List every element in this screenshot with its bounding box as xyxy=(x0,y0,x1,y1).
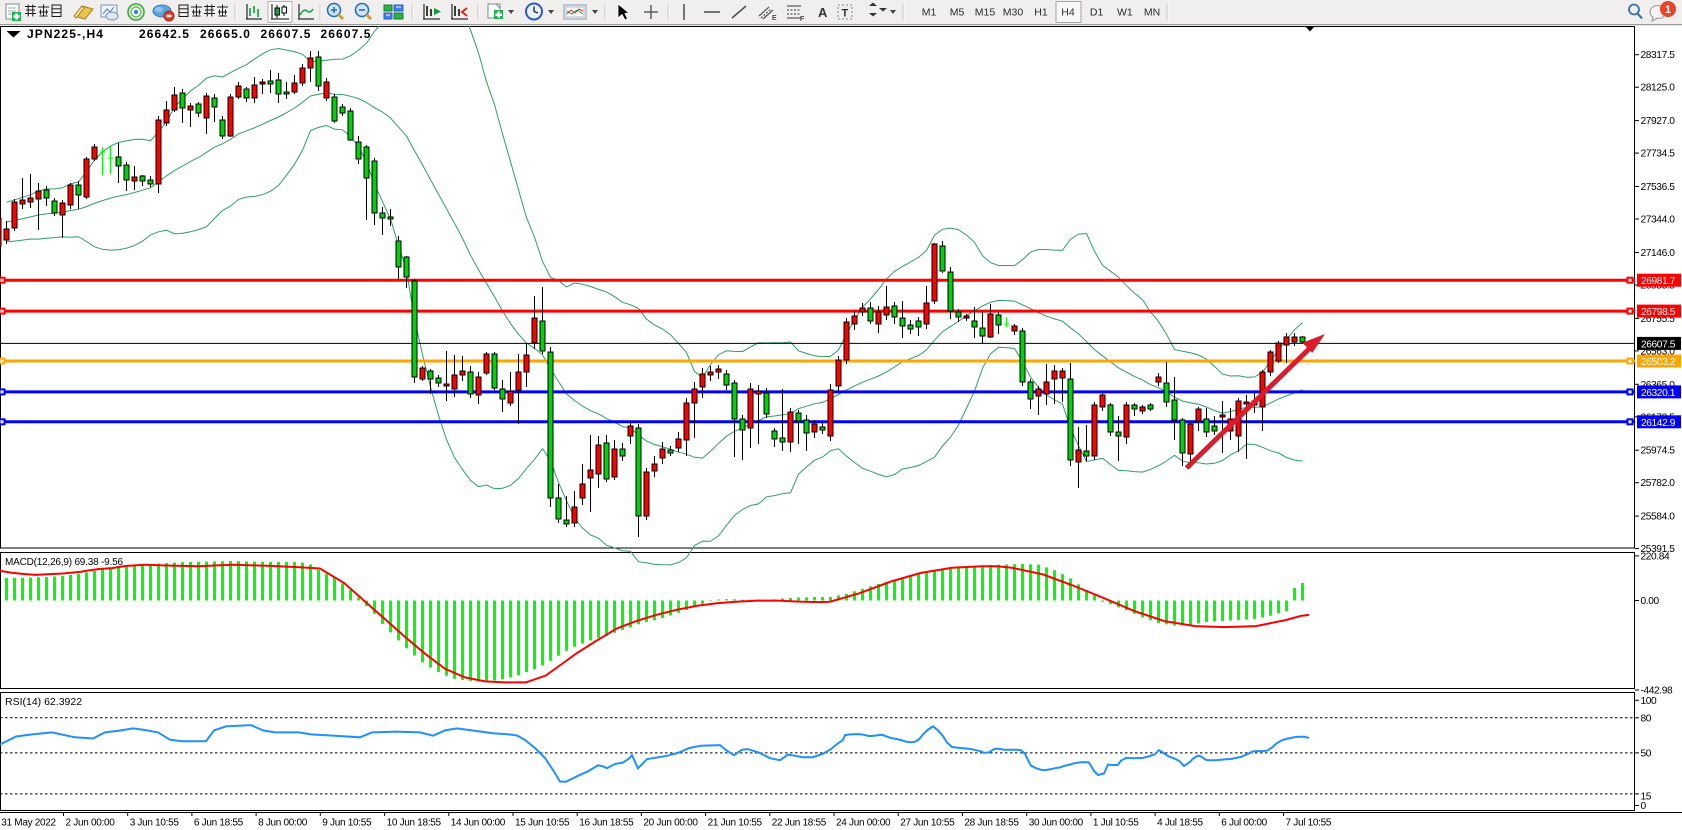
svg-text:220.84: 220.84 xyxy=(1641,551,1670,562)
svg-text:28317.5: 28317.5 xyxy=(1641,50,1676,61)
svg-text:27734.5: 27734.5 xyxy=(1641,149,1676,160)
svg-text:MN: MN xyxy=(1144,7,1160,19)
svg-text:W1: W1 xyxy=(1117,7,1133,19)
svg-text:M15: M15 xyxy=(975,7,996,19)
svg-text:27927.0: 27927.0 xyxy=(1641,116,1676,127)
svg-text:27 Jun 10:55: 27 Jun 10:55 xyxy=(900,818,955,829)
svg-text:21 Jun 10:55: 21 Jun 10:55 xyxy=(708,818,763,829)
svg-text:100: 100 xyxy=(1641,696,1658,707)
svg-text:25782.0: 25782.0 xyxy=(1641,478,1676,489)
svg-text:M1: M1 xyxy=(922,7,937,19)
svg-text:26503.2: 26503.2 xyxy=(1641,357,1676,368)
svg-text:M30: M30 xyxy=(1003,7,1024,19)
svg-text:31 May 2022: 31 May 2022 xyxy=(1,818,56,829)
svg-text:26365.0: 26365.0 xyxy=(1641,380,1676,391)
svg-text:0.00: 0.00 xyxy=(1641,596,1660,607)
svg-text:26755.5: 26755.5 xyxy=(1641,314,1676,325)
svg-text:4 Jul 18:55: 4 Jul 18:55 xyxy=(1157,818,1203,829)
svg-text:T: T xyxy=(842,8,849,20)
svg-text:50: 50 xyxy=(1641,748,1652,759)
svg-text:8 Jun 00:00: 8 Jun 00:00 xyxy=(258,818,308,829)
svg-text:26798.5: 26798.5 xyxy=(1641,307,1676,318)
svg-text:14 Jun 00:00: 14 Jun 00:00 xyxy=(451,818,506,829)
svg-text:10 Jun 18:55: 10 Jun 18:55 xyxy=(387,818,442,829)
svg-text:26320.1: 26320.1 xyxy=(1641,388,1676,399)
svg-text:22 Jun 18:55: 22 Jun 18:55 xyxy=(772,818,827,829)
svg-text:26142.9: 26142.9 xyxy=(1641,418,1676,429)
svg-text:26665.0: 26665.0 xyxy=(200,27,251,41)
svg-text:E: E xyxy=(772,15,777,22)
svg-text:H4: H4 xyxy=(1061,7,1075,19)
svg-text:15: 15 xyxy=(1641,792,1652,803)
svg-text:24 Jun 00:00: 24 Jun 00:00 xyxy=(836,818,891,829)
svg-text:80: 80 xyxy=(1641,713,1652,724)
svg-text:A: A xyxy=(818,5,828,20)
svg-text:27344.0: 27344.0 xyxy=(1641,215,1676,226)
svg-text:26981.7: 26981.7 xyxy=(1641,276,1676,287)
svg-text:26642.5: 26642.5 xyxy=(139,27,190,41)
svg-text:-442.98: -442.98 xyxy=(1641,686,1673,697)
svg-text:M5: M5 xyxy=(950,7,965,19)
svg-text:6 Jun 18:55: 6 Jun 18:55 xyxy=(194,818,244,829)
svg-text:26607.5: 26607.5 xyxy=(321,27,372,41)
svg-text:25584.0: 25584.0 xyxy=(1641,512,1676,523)
svg-text:25974.5: 25974.5 xyxy=(1641,446,1676,457)
svg-text:1: 1 xyxy=(1665,4,1671,16)
svg-text:F: F xyxy=(800,16,804,23)
svg-text:26563.0: 26563.0 xyxy=(1641,346,1676,357)
svg-text:JPN225-,H4: JPN225-,H4 xyxy=(27,27,104,41)
svg-text:0: 0 xyxy=(1641,801,1647,812)
svg-text:25391.5: 25391.5 xyxy=(1641,544,1676,555)
svg-text:27536.5: 27536.5 xyxy=(1641,182,1676,193)
svg-text:26607.5: 26607.5 xyxy=(1641,339,1676,350)
svg-text:16 Jun 18:55: 16 Jun 18:55 xyxy=(579,818,634,829)
svg-text:28125.0: 28125.0 xyxy=(1641,83,1676,94)
svg-text:D1: D1 xyxy=(1090,7,1104,19)
svg-text:7 Jul 10:55: 7 Jul 10:55 xyxy=(1286,818,1332,829)
svg-text:28 Jun 18:55: 28 Jun 18:55 xyxy=(964,818,1019,829)
svg-text:1 Jul 10:55: 1 Jul 10:55 xyxy=(1093,818,1139,829)
svg-text:6 Jul 00:00: 6 Jul 00:00 xyxy=(1221,818,1267,829)
svg-text:2 Jun 00:00: 2 Jun 00:00 xyxy=(66,818,116,829)
svg-text:30 Jun 00:00: 30 Jun 00:00 xyxy=(1029,818,1084,829)
svg-text:20 Jun 00:00: 20 Jun 00:00 xyxy=(643,818,698,829)
svg-text:RSI(14) 62.3922: RSI(14) 62.3922 xyxy=(5,696,82,708)
svg-text:27146.0: 27146.0 xyxy=(1641,248,1676,259)
svg-text:H1: H1 xyxy=(1034,7,1048,19)
svg-text:9 Jun 10:55: 9 Jun 10:55 xyxy=(322,818,372,829)
svg-text:3 Jun 10:55: 3 Jun 10:55 xyxy=(130,818,180,829)
svg-text:15 Jun 10:55: 15 Jun 10:55 xyxy=(515,818,570,829)
svg-text:MACD(12,26,9) 69.38 -9.56: MACD(12,26,9) 69.38 -9.56 xyxy=(5,557,123,568)
svg-text:26607.5: 26607.5 xyxy=(261,27,312,41)
